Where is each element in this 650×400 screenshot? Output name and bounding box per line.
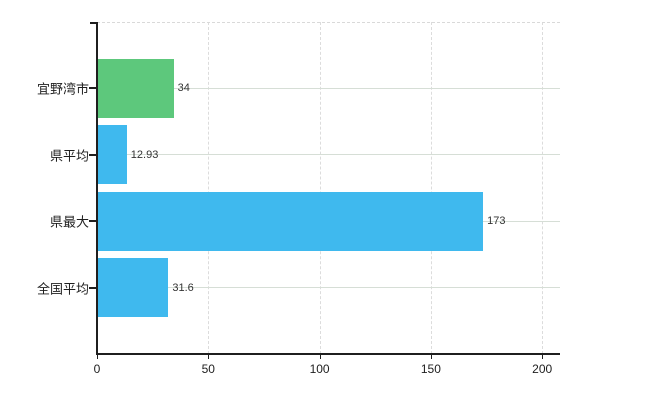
y-axis-line bbox=[96, 22, 98, 354]
x-axis-tick bbox=[208, 354, 210, 359]
bar bbox=[98, 58, 174, 118]
x-axis-tick bbox=[542, 354, 544, 359]
plot-area: 0 50 100 150 200 34 宜野湾市 12.93 県平均 173 県最大 31.6 全国平均 bbox=[37, 22, 560, 376]
bar-value-label: 12.93 bbox=[130, 148, 159, 161]
x-axis-tick bbox=[430, 354, 432, 359]
v-gridline bbox=[542, 22, 544, 354]
y-axis-top-tick bbox=[90, 22, 96, 24]
v-gridline bbox=[319, 22, 321, 354]
category-tick-label: 県最大 bbox=[49, 214, 89, 230]
x-axis-tick-label: 100 bbox=[309, 362, 330, 376]
bar bbox=[98, 125, 127, 185]
h-gridline bbox=[97, 154, 560, 156]
x-axis-tick bbox=[97, 354, 98, 359]
v-gridline bbox=[208, 22, 210, 354]
x-axis-line bbox=[96, 353, 560, 355]
category-tick bbox=[89, 87, 96, 90]
bar bbox=[98, 258, 169, 318]
bar-value-label: 34 bbox=[177, 82, 190, 95]
plot-top-border bbox=[97, 22, 560, 23]
x-axis-tick-label: 200 bbox=[532, 362, 553, 376]
bar-value-label: 31.6 bbox=[172, 281, 194, 294]
x-axis-tick-label: 0 bbox=[93, 362, 101, 376]
category-tick bbox=[89, 153, 96, 156]
category-tick-label: 県平均 bbox=[49, 148, 89, 164]
category-tick bbox=[89, 286, 96, 289]
h-gridline bbox=[97, 287, 560, 289]
x-axis-tick-label: 50 bbox=[201, 362, 215, 376]
x-axis-tick-label: 150 bbox=[420, 362, 441, 376]
category-tick-label: 宜野湾市 bbox=[36, 81, 89, 97]
category-tick bbox=[89, 220, 96, 223]
bar-value-label: 173 bbox=[487, 215, 506, 228]
category-tick-label: 全国平均 bbox=[36, 281, 89, 297]
h-gridline bbox=[97, 87, 560, 89]
bar bbox=[98, 191, 484, 251]
x-axis-tick bbox=[319, 354, 321, 359]
v-gridline bbox=[430, 22, 432, 354]
